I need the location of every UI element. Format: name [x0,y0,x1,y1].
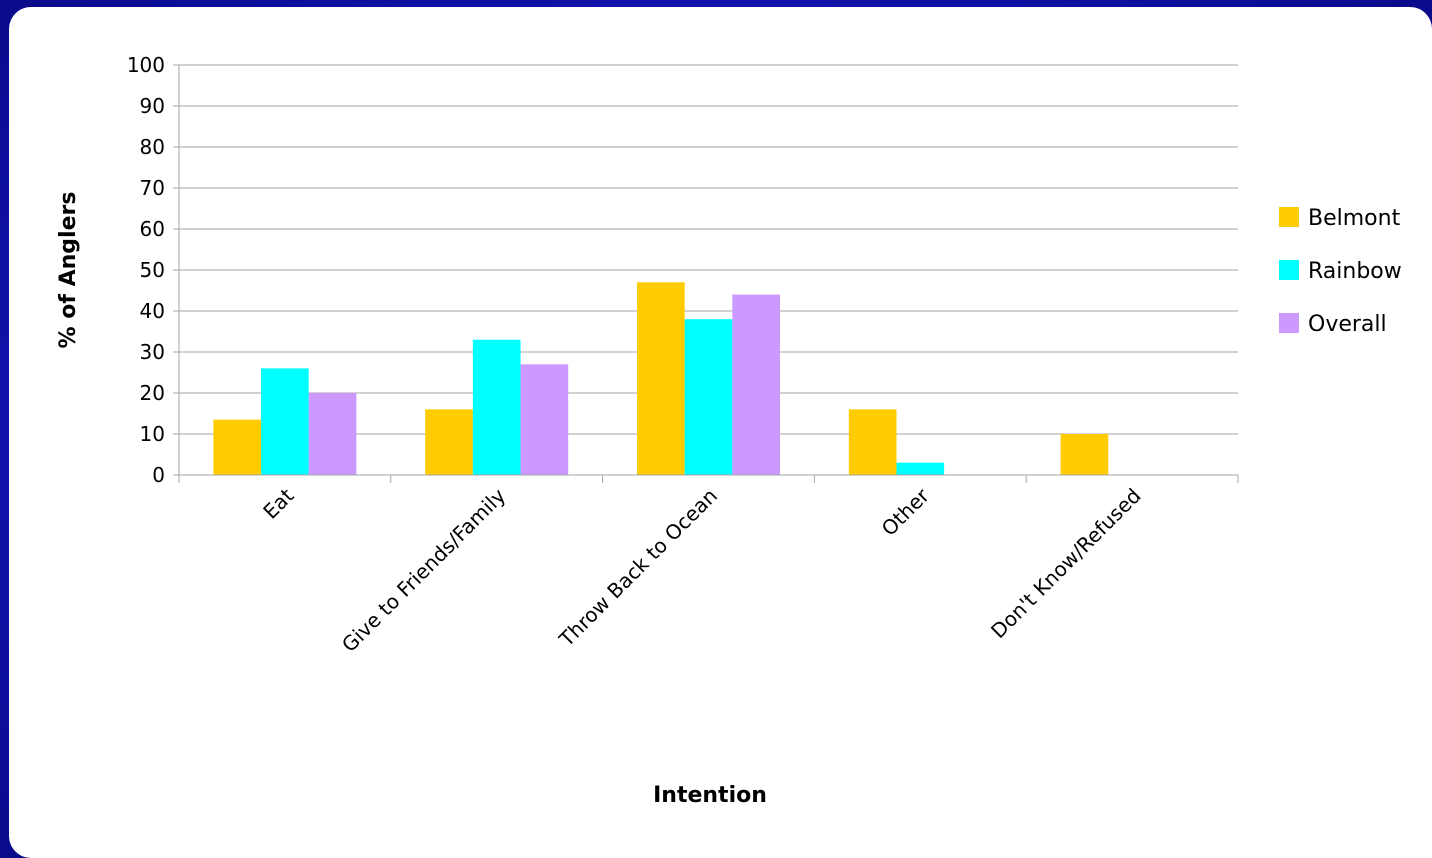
y-tick-label: 90 [140,94,165,118]
x-tick-label: Don't Know/Refused [986,484,1146,644]
bar-belmont [637,282,685,475]
y-tick-label: 100 [127,53,165,77]
legend-label-overall: Overall [1308,312,1387,337]
bar-overall [520,364,569,475]
x-tick-label: Throw Back to Ocean [554,484,722,652]
y-tick-label: 0 [152,463,165,487]
legend-swatch-overall [1279,313,1299,333]
bar-rainbow [896,462,945,475]
y-tick-label: 50 [140,258,165,282]
bar-rainbow [261,368,309,475]
y-tick-label: 30 [140,340,165,364]
bar-belmont [1060,434,1109,475]
bar-rainbow [684,319,733,475]
legend: Belmont Rainbow Overall [1279,206,1402,337]
x-tick-label: Other [877,483,935,541]
legend-label-rainbow: Rainbow [1308,259,1402,284]
y-tick-label: 80 [140,135,165,159]
bar-overall [732,294,780,475]
bar-overall [308,393,357,475]
legend-swatch-rainbow [1279,260,1299,280]
bar-chart: 0 10 20 30 40 50 60 70 80 90 100 Eat Give to Friend… [56,53,1402,808]
x-axis-tick-labels: Eat Give to Friends/Family Throw Back to O… [258,483,1145,657]
y-tick-label: 10 [140,422,165,446]
y-tick-label: 40 [140,299,165,323]
axes [178,65,1239,483]
x-axis-title: Intention [653,783,767,808]
legend-label-belmont: Belmont [1308,206,1401,231]
bar-belmont [213,419,262,475]
y-tick-label: 60 [140,217,165,241]
legend-swatch-belmont [1279,207,1299,227]
chart-panel: 0 10 20 30 40 50 60 70 80 90 100 Eat Give to Friend… [9,7,1432,858]
bars [213,282,1109,475]
x-tick-label: Eat [258,483,298,523]
y-tick-label: 70 [140,176,165,200]
y-axis-ticks: 0 10 20 30 40 50 60 70 80 90 100 [127,53,179,487]
bar-rainbow [472,339,521,475]
y-tick-label: 20 [140,381,165,405]
bar-belmont [425,409,473,475]
x-tick-label: Give to Friends/Family [337,483,510,656]
bar-belmont [848,409,897,475]
y-axis-title: % of Anglers [56,192,81,349]
